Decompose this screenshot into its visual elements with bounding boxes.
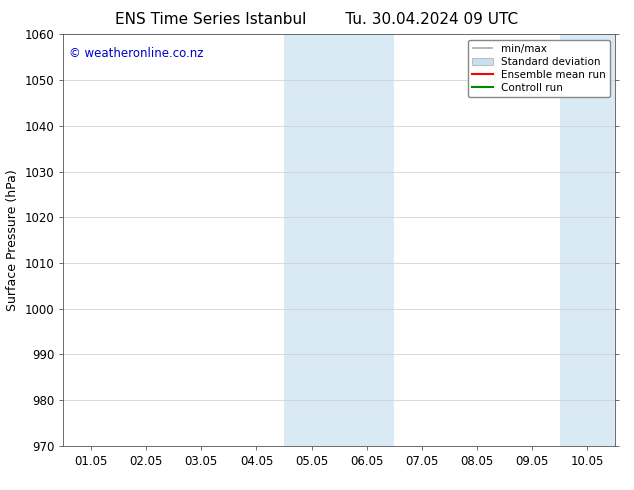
Legend: min/max, Standard deviation, Ensemble mean run, Controll run: min/max, Standard deviation, Ensemble me… [467,40,610,97]
Bar [284,34,394,446]
Bar [560,34,615,446]
Y-axis label: Surface Pressure (hPa): Surface Pressure (hPa) [6,169,19,311]
Text: ENS Time Series Istanbul        Tu. 30.04.2024 09 UTC: ENS Time Series Istanbul Tu. 30.04.2024 … [115,12,519,27]
Text: © weatheronline.co.nz: © weatheronline.co.nz [69,47,204,60]
